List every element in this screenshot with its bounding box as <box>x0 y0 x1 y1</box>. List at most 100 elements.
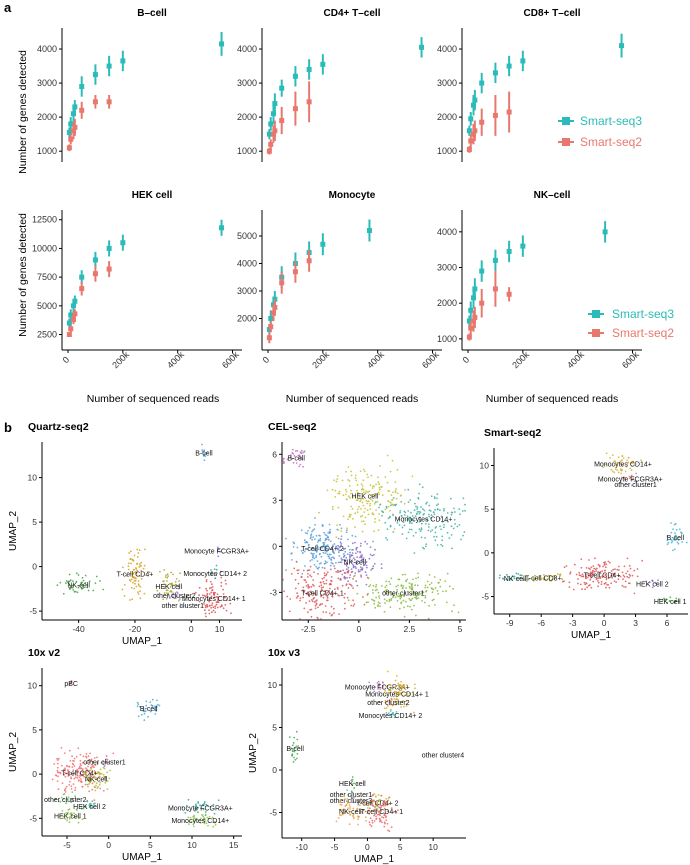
cell-point <box>310 534 312 537</box>
cell-point <box>378 506 380 509</box>
cell-point <box>340 542 343 545</box>
cell-point <box>343 795 345 798</box>
cell-point <box>333 565 335 567</box>
cell-point <box>510 578 513 581</box>
cell-point <box>362 504 365 507</box>
cell-point <box>355 547 358 550</box>
cell-point <box>431 599 434 602</box>
cell-point <box>402 516 405 519</box>
cell-point <box>434 531 437 534</box>
cell-point <box>395 497 398 500</box>
cell-point <box>425 518 428 521</box>
cell-point <box>337 506 340 509</box>
cell-point <box>347 538 349 541</box>
cell-point <box>402 684 404 687</box>
cell-point <box>400 692 403 694</box>
cell-point <box>197 806 200 809</box>
cell-point <box>70 801 73 804</box>
cell-point <box>418 492 420 495</box>
cell-point <box>323 593 326 595</box>
cell-point <box>384 689 386 692</box>
cell-point <box>74 789 76 792</box>
cell-point <box>614 460 616 463</box>
cell-point <box>217 601 220 604</box>
cell-point <box>630 474 633 477</box>
y-tick-label: 2500 <box>37 330 57 340</box>
cell-point <box>421 486 424 489</box>
cell-point <box>462 534 464 537</box>
cell-point <box>393 504 396 506</box>
cluster-label: other cluster3 <box>330 798 373 805</box>
cluster: B-cell <box>666 522 688 552</box>
x-tick-label: 0 <box>461 355 472 366</box>
cell-point <box>323 582 326 585</box>
panel-title: B–cell <box>137 8 167 19</box>
data-point <box>492 257 498 263</box>
cell-point <box>403 686 406 688</box>
cell-point <box>291 457 294 460</box>
cell-point <box>415 577 417 580</box>
cell-point <box>96 761 99 764</box>
cluster: T-cell CD4+ <box>559 557 644 595</box>
data-point <box>472 97 478 103</box>
cell-point <box>685 541 688 544</box>
cell-point <box>73 816 76 819</box>
cell-point <box>378 602 381 605</box>
cell-point <box>646 583 648 586</box>
cell-point <box>66 819 69 822</box>
cell-point <box>385 590 388 593</box>
cell-point <box>403 524 406 527</box>
cell-point <box>170 590 172 592</box>
cell-point <box>216 596 219 599</box>
cell-point <box>373 485 375 488</box>
cell-point <box>338 546 341 549</box>
cell-point <box>423 509 426 512</box>
cell-point <box>93 766 95 769</box>
cell-point <box>98 775 101 778</box>
cell-point <box>417 594 419 596</box>
cell-point <box>300 458 303 461</box>
cell-point <box>568 581 571 584</box>
data-point <box>279 85 285 91</box>
cell-point <box>408 692 411 695</box>
cell-point <box>337 817 340 819</box>
cell-point <box>338 814 341 816</box>
cell-point <box>360 520 363 523</box>
cell-point <box>206 605 209 608</box>
cell-point <box>405 699 408 702</box>
cell-point <box>355 799 358 802</box>
cell-point <box>224 604 227 606</box>
umap-y-tick-label: 10 <box>268 680 278 690</box>
cell-point <box>364 571 367 574</box>
cell-point <box>458 508 461 510</box>
cell-point <box>81 581 84 584</box>
cell-point <box>315 565 318 568</box>
cell-point <box>373 809 375 812</box>
cell-point <box>129 550 132 553</box>
cell-point <box>460 538 462 541</box>
cell-point <box>95 782 98 784</box>
cell-point <box>224 579 227 582</box>
cell-point <box>214 611 217 614</box>
x-tick-label: 400k <box>365 349 386 370</box>
cell-point <box>518 577 520 580</box>
cell-point <box>372 592 374 594</box>
cell-point <box>324 590 326 592</box>
cell-point <box>605 563 608 566</box>
cluster-label: HEK cell <box>339 781 366 788</box>
cell-point <box>195 803 197 806</box>
cell-point <box>435 504 438 507</box>
cell-point <box>74 797 77 800</box>
cell-point <box>140 561 143 564</box>
cell-point <box>202 815 205 818</box>
data-point <box>106 99 112 105</box>
cell-point <box>673 523 676 526</box>
data-point <box>272 128 278 134</box>
cell-point <box>595 578 598 581</box>
cell-point <box>165 592 168 594</box>
cell-point <box>613 471 616 474</box>
cell-point <box>208 605 211 607</box>
cell-point <box>329 540 332 543</box>
cell-point <box>310 575 313 578</box>
cell-point <box>575 573 578 576</box>
